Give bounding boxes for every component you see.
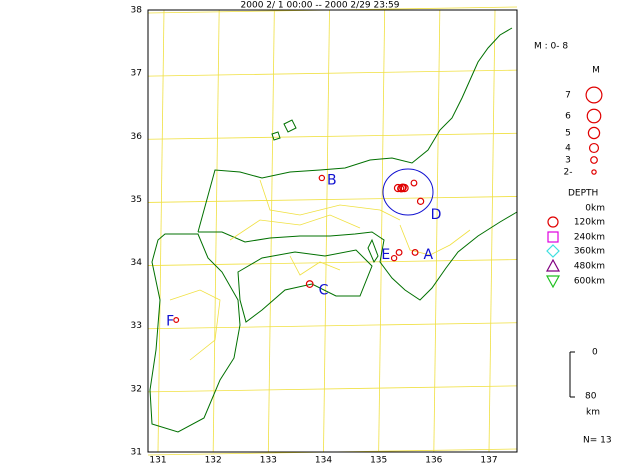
earthquake xyxy=(305,280,314,288)
grid-line xyxy=(147,259,518,266)
coastlines xyxy=(149,27,518,433)
grid-line xyxy=(323,9,330,453)
depth-title: DEPTH xyxy=(568,189,598,199)
mag-label: 5 xyxy=(565,129,571,139)
highlight-circle xyxy=(382,168,434,216)
lon-label: 133 xyxy=(260,456,277,466)
lat-label: 34 xyxy=(131,258,143,268)
lat-label: 37 xyxy=(131,69,142,79)
region-label: A xyxy=(424,247,434,263)
prefecture-borders xyxy=(169,179,471,361)
scale-top: 0 xyxy=(592,348,598,358)
lon-label: 132 xyxy=(205,456,222,466)
grid-line xyxy=(433,9,441,453)
region-label: E xyxy=(381,247,390,263)
event-count: N= 13 xyxy=(583,436,612,446)
grid-line xyxy=(378,9,386,453)
mag-title: M xyxy=(592,66,600,76)
earthquake xyxy=(411,249,419,256)
grid-line xyxy=(147,196,518,203)
lat-label: 36 xyxy=(131,132,143,142)
earthquake xyxy=(318,174,326,182)
mag-range: M : 0- 8 xyxy=(534,42,568,52)
lon-label: 134 xyxy=(315,456,332,466)
mag-label: 2- xyxy=(564,168,573,178)
mag-label: 3 xyxy=(565,156,571,166)
mag-symbol xyxy=(585,86,603,104)
region-label: D xyxy=(431,207,442,223)
mag-symbol xyxy=(590,156,598,164)
scale-unit: km xyxy=(586,408,600,418)
depth-symbol xyxy=(547,231,559,243)
lon-label: 135 xyxy=(370,456,387,466)
earthquake xyxy=(173,317,180,324)
grid-line xyxy=(212,9,220,453)
lon-label: 131 xyxy=(149,456,166,466)
lat-label: 33 xyxy=(131,321,142,331)
earthquake xyxy=(410,179,418,187)
lon-label: 137 xyxy=(480,456,497,466)
grid-line xyxy=(488,9,496,453)
earthquake xyxy=(395,249,403,256)
earthquake xyxy=(390,254,398,262)
region-label: B xyxy=(327,172,337,188)
grid-line xyxy=(147,69,518,77)
mag-label: 7 xyxy=(565,91,571,101)
depth-label: 600km xyxy=(574,277,605,287)
depth-label: 240km xyxy=(574,233,605,243)
lat-label: 32 xyxy=(131,384,142,394)
depth-symbol xyxy=(547,216,559,228)
depth-label: 360km xyxy=(574,247,605,257)
grid-line xyxy=(157,9,165,453)
depth-symbol xyxy=(545,275,561,289)
map-area xyxy=(148,10,517,452)
lat-label: 38 xyxy=(131,6,143,16)
grid-line xyxy=(147,132,518,140)
depth-label: 480km xyxy=(574,262,605,272)
mag-label: 6 xyxy=(565,112,571,122)
grid-line xyxy=(147,385,518,393)
region-label: F xyxy=(166,313,174,329)
depth-label: 120km xyxy=(574,218,605,228)
earthquake xyxy=(416,197,425,205)
mag-symbol xyxy=(591,169,597,175)
mag-symbol xyxy=(587,126,601,140)
lat-label: 31 xyxy=(131,448,142,458)
grid-line xyxy=(267,9,275,453)
map-frame xyxy=(147,9,518,453)
depth-symbol xyxy=(546,244,560,258)
scale-bottom: 80 xyxy=(585,392,597,402)
mag-symbol xyxy=(586,108,602,124)
grid-line xyxy=(147,322,518,330)
lon-label: 136 xyxy=(425,456,442,466)
lat-label: 35 xyxy=(131,195,142,205)
depth-symbol xyxy=(545,258,561,272)
earthquake xyxy=(400,183,409,193)
map-title: 2000 2/ 1 00:00 -- 2000 2/29 23:59 xyxy=(241,1,400,11)
mag-symbol xyxy=(588,142,600,154)
region-label: C xyxy=(319,282,329,298)
depth-label: 0km xyxy=(585,204,605,214)
mag-label: 4 xyxy=(565,144,571,154)
